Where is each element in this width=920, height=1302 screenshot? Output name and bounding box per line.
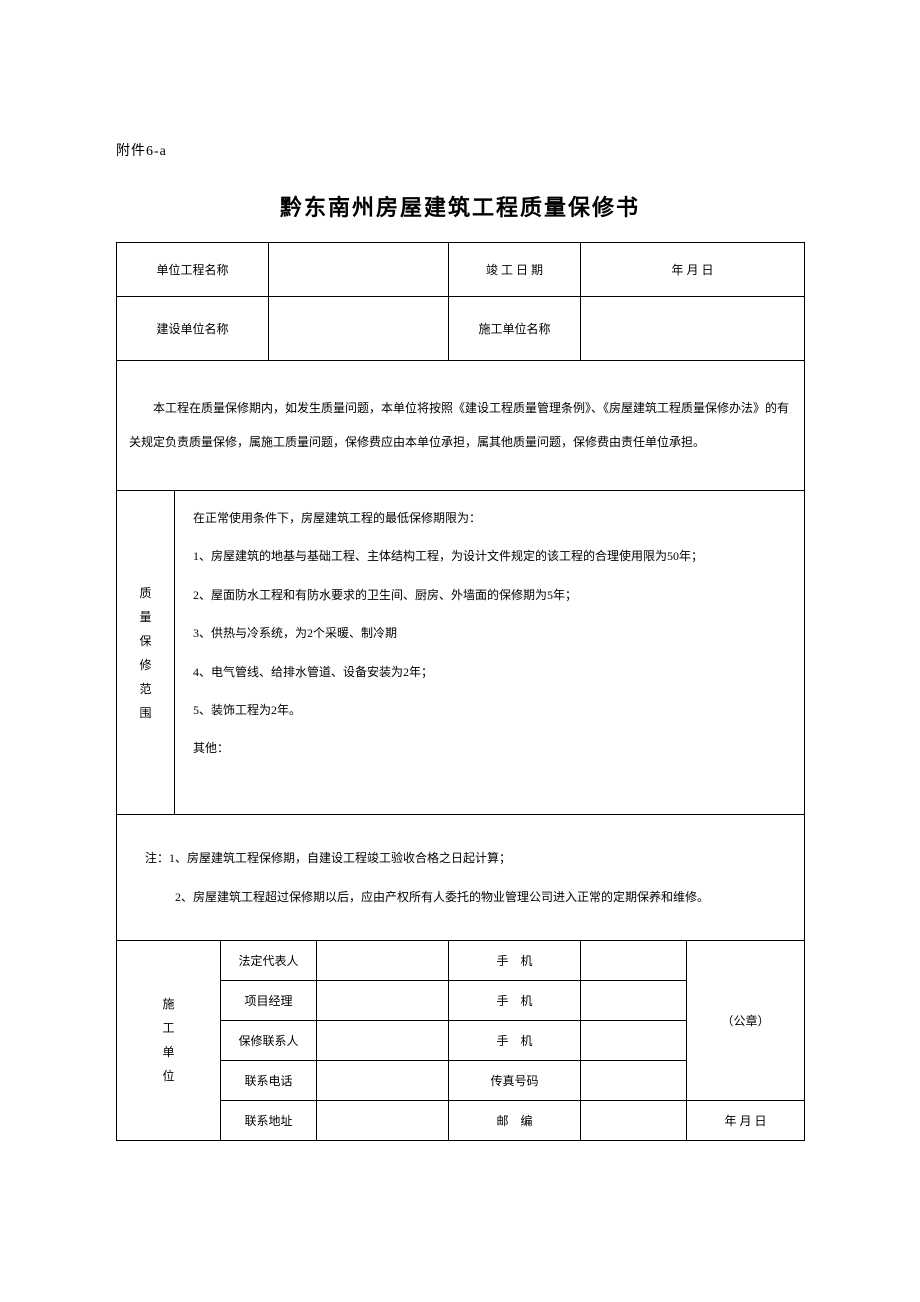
contact-value [581,1020,687,1060]
contact-label: 法定代表人 [221,940,317,980]
scope-label: 质量保修范围 [117,491,175,815]
scope-item: 3、供热与冷系统，为2个采暖、制冷期 [193,614,786,652]
notes-cell: 注：1、房屋建筑工程保修期，自建设工程竣工验收合格之日起计算； 2、房屋建筑工程… [117,815,805,941]
contact-value [317,1100,449,1140]
scope-item: 1、房屋建筑的地基与基础工程、主体结构工程，为设计文件规定的该工程的合理使用限为… [193,537,786,575]
contractor-unit-label: 施工单位 [117,940,221,1140]
contractor-label: 施工单位名称 [449,297,581,361]
note-line1: 注：1、房屋建筑工程保修期，自建设工程竣工验收合格之日起计算； [145,839,786,877]
note-line2: 2、房屋建筑工程超过保修期以后，应由产权所有人委托的物业管理公司进入正常的定期保… [145,878,786,916]
seal-cell: （公章） [687,940,805,1100]
contractor-value [581,297,805,361]
document-title: 黔东南州房屋建筑工程质量保修书 [116,190,804,222]
completion-date-label: 竣 工 日 期 [449,243,581,297]
contact-value [581,980,687,1020]
commitment-text: 本工程在质量保修期内，如发生质量问题，本单位将按照《建设工程质量管理条例》、《房… [117,361,805,491]
contact-mid-label: 邮 编 [449,1100,581,1140]
contact-mid-label: 手 机 [449,940,581,980]
contact-value [317,1020,449,1060]
contact-label: 项目经理 [221,980,317,1020]
scope-item: 2、屋面防水工程和有防水要求的卫生间、厨房、外墙面的保修期为5年； [193,576,786,614]
construction-unit-label: 建设单位名称 [117,297,269,361]
contact-mid-label: 手 机 [449,980,581,1020]
contact-mid-label: 传真号码 [449,1060,581,1100]
scope-content: 在正常使用条件下，房屋建筑工程的最低保修期限为： 1、房屋建筑的地基与基础工程、… [175,491,805,815]
contact-value [581,1060,687,1100]
contact-value [317,980,449,1020]
scope-item: 5、装饰工程为2年。 [193,691,786,729]
contact-value [317,1060,449,1100]
contact-value [317,940,449,980]
seal-date: 年 月 日 [687,1100,805,1140]
scope-item: 4、电气管线、给排水管道、设备安装为2年； [193,653,786,691]
contact-label: 联系电话 [221,1060,317,1100]
scope-intro: 在正常使用条件下，房屋建筑工程的最低保修期限为： [193,499,786,537]
scope-other: 其他： [193,729,786,767]
completion-date-value: 年 月 日 [581,243,805,297]
contact-value [581,940,687,980]
construction-unit-value [269,297,449,361]
project-name-label: 单位工程名称 [117,243,269,297]
attachment-label: 附件6-a [116,140,804,160]
project-name-value [269,243,449,297]
contact-mid-label: 手 机 [449,1020,581,1060]
contact-value [581,1100,687,1140]
contact-label: 保修联系人 [221,1020,317,1060]
contact-label: 联系地址 [221,1100,317,1140]
warranty-table: 单位工程名称 竣 工 日 期 年 月 日 建设单位名称 施工单位名称 本工程在质… [116,242,805,1141]
